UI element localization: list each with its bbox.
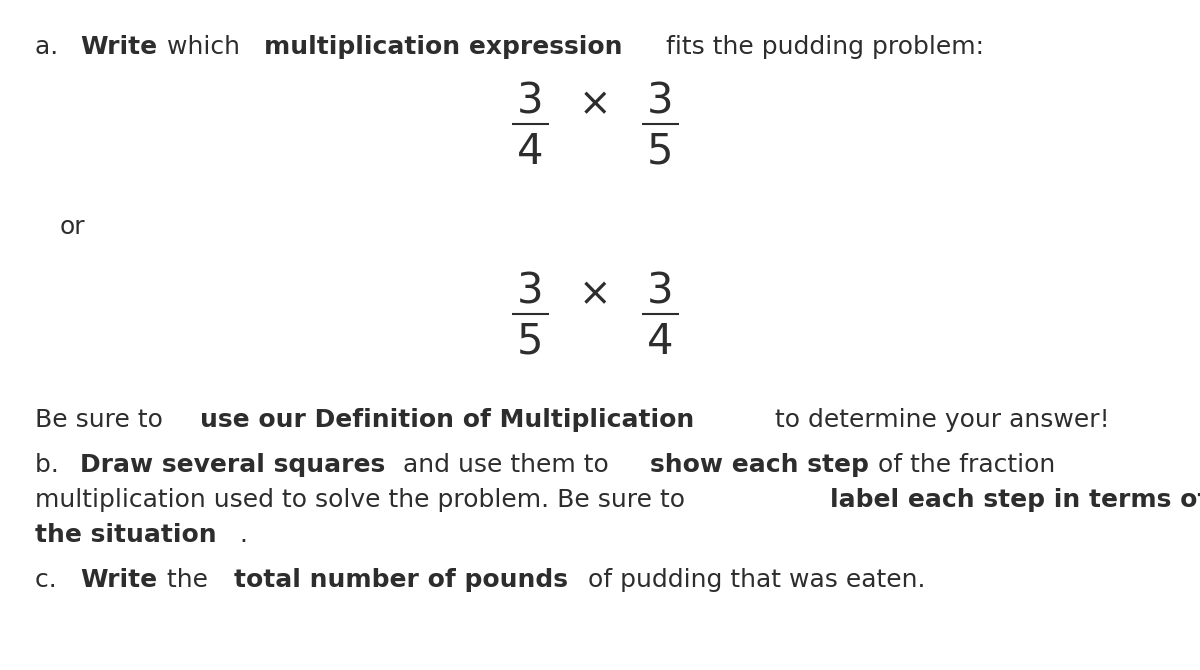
Text: to determine your answer!: to determine your answer!: [767, 408, 1110, 432]
Text: a.: a.: [35, 35, 71, 59]
Text: of pudding that was eaten.: of pudding that was eaten.: [581, 568, 925, 592]
Text: Write: Write: [80, 35, 157, 59]
Text: Be sure to: Be sure to: [35, 408, 170, 432]
Text: 5: 5: [517, 320, 544, 362]
Text: .: .: [240, 523, 247, 547]
Text: b.: b.: [35, 453, 71, 477]
Text: or: or: [60, 215, 85, 239]
Text: Draw several squares: Draw several squares: [80, 453, 385, 477]
Text: which: which: [158, 35, 247, 59]
Text: the situation: the situation: [35, 523, 217, 547]
Text: c.: c.: [35, 568, 70, 592]
Text: show each step: show each step: [650, 453, 869, 477]
Text: Write: Write: [80, 568, 157, 592]
Text: label each step in terms of: label each step in terms of: [830, 488, 1200, 512]
Text: 3: 3: [647, 270, 673, 312]
Text: of the fraction: of the fraction: [870, 453, 1056, 477]
Text: use our Definition of Multiplication: use our Definition of Multiplication: [200, 408, 695, 432]
Text: total number of pounds: total number of pounds: [234, 568, 568, 592]
Text: 3: 3: [647, 80, 673, 122]
Text: 5: 5: [647, 131, 673, 173]
Text: the: the: [158, 568, 216, 592]
Text: 3: 3: [517, 270, 544, 312]
Text: and use them to: and use them to: [395, 453, 617, 477]
Text: multiplication used to solve the problem. Be sure to: multiplication used to solve the problem…: [35, 488, 694, 512]
Text: ×: ×: [578, 275, 611, 313]
Text: ×: ×: [578, 85, 611, 123]
Text: 4: 4: [517, 131, 544, 173]
Text: 4: 4: [647, 320, 673, 362]
Text: multiplication expression: multiplication expression: [264, 35, 623, 59]
Text: fits the pudding problem:: fits the pudding problem:: [658, 35, 984, 59]
Text: 3: 3: [517, 80, 544, 122]
